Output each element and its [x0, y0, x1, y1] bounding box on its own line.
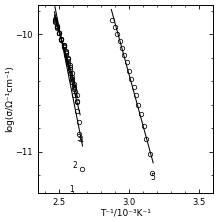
Text: 1: 1 [69, 185, 74, 194]
Text: 2: 2 [73, 161, 77, 170]
Text: 3: 3 [77, 134, 82, 143]
Y-axis label: log(σ/Ω⁻¹cm⁻¹): log(σ/Ω⁻¹cm⁻¹) [5, 65, 14, 132]
X-axis label: T⁻¹/10⁻³K⁻¹: T⁻¹/10⁻³K⁻¹ [100, 208, 151, 217]
Text: 4: 4 [79, 137, 84, 145]
Text: 5: 5 [151, 173, 155, 182]
